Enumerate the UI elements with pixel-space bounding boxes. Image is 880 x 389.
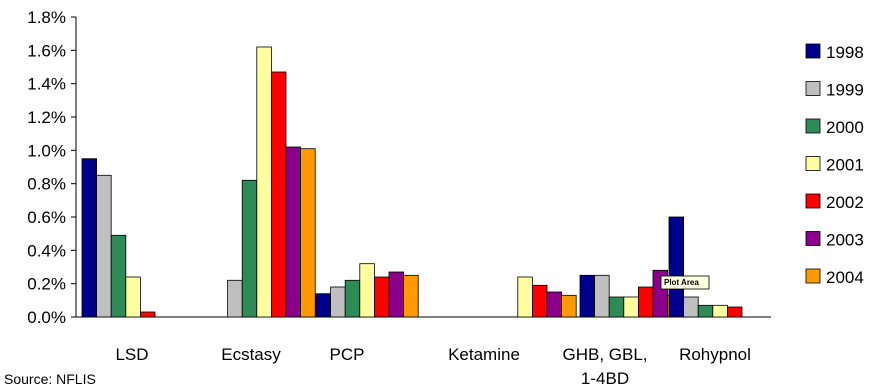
bar [727,306,743,318]
bar [139,311,156,318]
bar [546,291,563,318]
bar [285,146,302,318]
legend-swatch [805,118,821,134]
y-tick-label: 0.8% [27,175,66,194]
bar [110,234,127,318]
bar [608,296,625,318]
legend-swatch [805,193,821,209]
category-label: Ecstasy [221,345,281,364]
tooltip-text: Plot Area [664,278,699,287]
y-tick-label: 1.4% [27,75,66,94]
y-tick-label: 1.2% [27,108,66,127]
legend-label: 2004 [826,268,864,287]
bar [96,174,112,318]
y-tick-label: 0.4% [27,241,66,260]
y-tick-label: 0.0% [27,308,66,327]
bar [330,286,346,318]
bar [638,286,654,318]
y-tick-label: 0.6% [27,208,66,227]
legend-label: 2000 [826,118,864,137]
category-label: Ketamine [448,345,520,364]
bar [697,304,714,318]
legend-label: 1998 [826,43,864,62]
bar [388,271,405,318]
bar [373,276,390,318]
bar [683,296,699,318]
bar [300,148,316,318]
bar [359,263,375,318]
bar [125,276,141,318]
bar [579,274,596,318]
bar [712,304,728,318]
bar [623,296,639,318]
legend-swatch [805,268,821,284]
bar [344,279,361,318]
bars [81,46,743,318]
bar [668,216,685,318]
source-note: Source: NFLIS [4,371,96,387]
bar [561,294,577,318]
y-axis: 0.0% 0.2% 0.4% 0.6% 0.8% 1.0% 1.2% 1.4% 1.6% 1.8% [27,8,771,327]
legend-label: 2003 [826,231,864,250]
bar [256,46,272,318]
legend-label: 2001 [826,156,864,175]
category-label: PCP [330,345,365,364]
category-label: Rohypnol [679,345,751,364]
bar [594,274,610,318]
bar [315,293,332,318]
bar [241,179,258,318]
legend: 1998 1999 2000 2001 2002 2003 2004 [805,43,864,287]
legend-swatch [805,43,821,59]
y-tick-label: 1.0% [27,141,66,160]
legend-label: 2002 [826,193,864,212]
bar [81,158,98,318]
category-label: GHB, GBL, 1-4BD [562,345,647,388]
x-axis-labels: LSD Ecstasy PCP Ketamine GHB, GBL, 1-4BD Rohyp… [115,345,750,388]
bar [227,279,243,318]
y-tick-label: 1.8% [27,8,66,27]
bar [403,274,419,318]
legend-swatch [805,81,821,96]
legend-swatch [805,156,821,171]
bar [270,71,287,318]
y-tick-label: 0.2% [27,275,66,294]
legend-label: 1999 [826,81,864,100]
legend-swatch [805,231,821,246]
bar [532,284,548,318]
category-label: LSD [115,345,148,364]
plot-area-tooltip: Plot Area [660,275,710,290]
y-tick-label: 1.6% [27,41,66,60]
bar [517,276,533,318]
